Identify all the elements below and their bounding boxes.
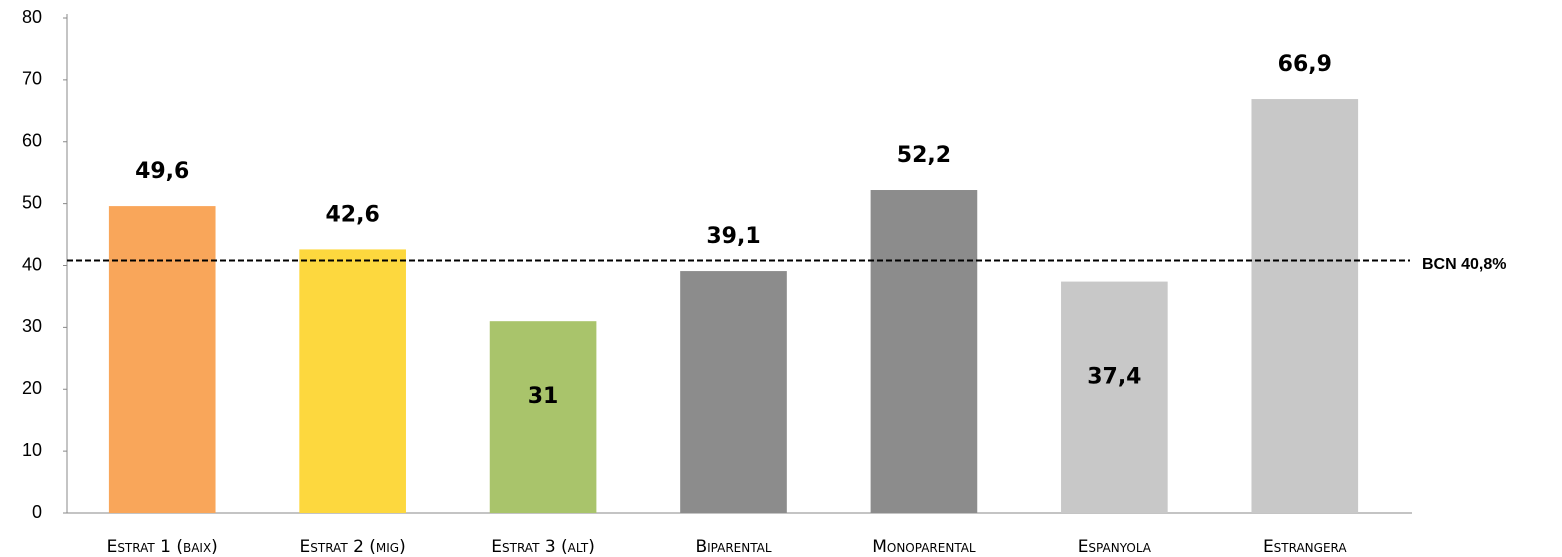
y-tick-label: 40	[22, 254, 42, 274]
value-label: 66,9	[1278, 52, 1332, 77]
bar	[299, 249, 406, 513]
bar	[489, 321, 597, 513]
x-tick-label: Monoparental	[872, 537, 976, 557]
bar	[870, 190, 978, 513]
y-tick-label: 10	[22, 440, 42, 460]
y-tick-label: 60	[22, 131, 42, 151]
value-label: 31	[528, 384, 559, 409]
x-tick-label: Estrat 3 (alt)	[491, 537, 595, 557]
reference-label: BCN 40,8%	[1422, 256, 1506, 273]
value-label: 49,6	[135, 159, 189, 184]
bar	[680, 271, 787, 513]
y-tick-label: 50	[22, 192, 42, 212]
bar	[1251, 99, 1359, 514]
x-tick-label: Estrat 2 (mig)	[300, 537, 406, 557]
x-tick-label: Biparental	[695, 537, 771, 557]
value-label: 37,4	[1087, 364, 1141, 389]
y-tick-label: 70	[22, 69, 42, 89]
y-tick-label: 80	[22, 7, 42, 27]
x-tick-label: Estrangera	[1263, 537, 1347, 557]
value-label: 52,2	[897, 143, 951, 168]
x-tick-label: Espanyola	[1078, 537, 1152, 557]
y-tick-label: 0	[32, 502, 42, 522]
y-tick-label: 20	[22, 378, 42, 398]
x-tick-label: Estrat 1 (baix)	[107, 537, 218, 557]
value-label: 42,6	[326, 202, 380, 227]
value-label: 39,1	[706, 224, 760, 249]
bar	[108, 206, 216, 513]
y-tick-label: 30	[22, 316, 42, 336]
bar	[1061, 281, 1168, 513]
